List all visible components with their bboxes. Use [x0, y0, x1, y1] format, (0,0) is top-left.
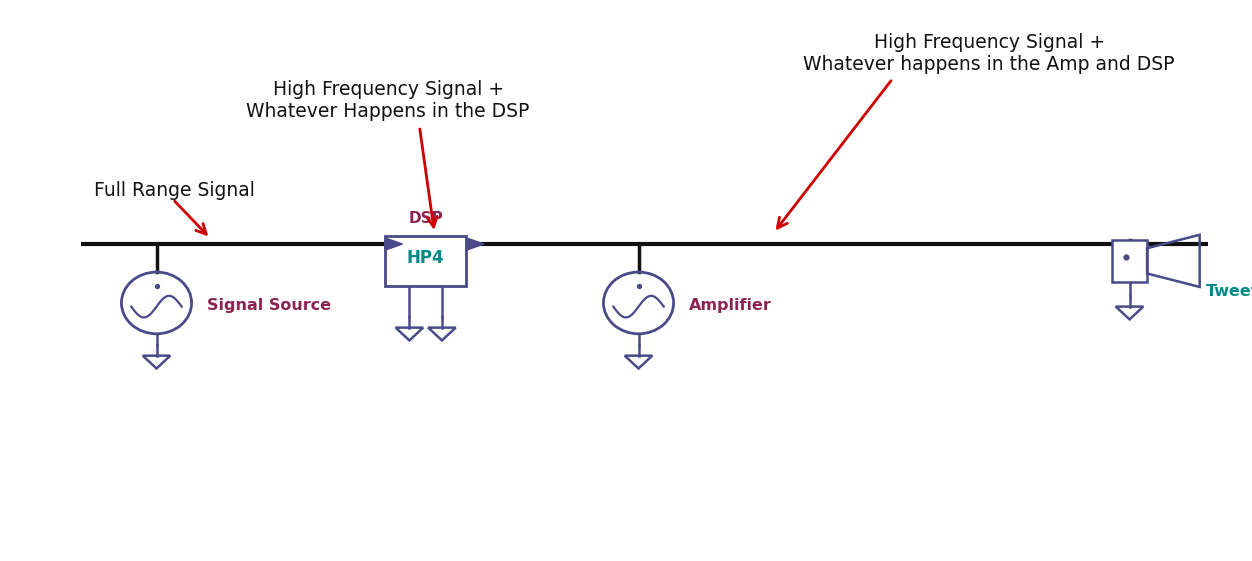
Text: Full Range Signal: Full Range Signal	[94, 181, 254, 200]
Polygon shape	[386, 238, 403, 250]
Text: DSP: DSP	[408, 210, 443, 226]
Text: Signal Source: Signal Source	[207, 298, 331, 313]
Text: High Frequency Signal +
Whatever Happens in the DSP: High Frequency Signal + Whatever Happens…	[247, 80, 530, 122]
Text: HP4: HP4	[407, 249, 444, 267]
Text: High Frequency Signal +
Whatever happens in the Amp and DSP: High Frequency Signal + Whatever happens…	[804, 33, 1174, 74]
Bar	[386, 236, 466, 286]
Bar	[386, 236, 466, 286]
Text: Amplifier: Amplifier	[689, 298, 771, 313]
Text: Tweeter: Tweeter	[1206, 284, 1252, 299]
Bar	[1112, 240, 1147, 282]
Polygon shape	[466, 238, 483, 250]
